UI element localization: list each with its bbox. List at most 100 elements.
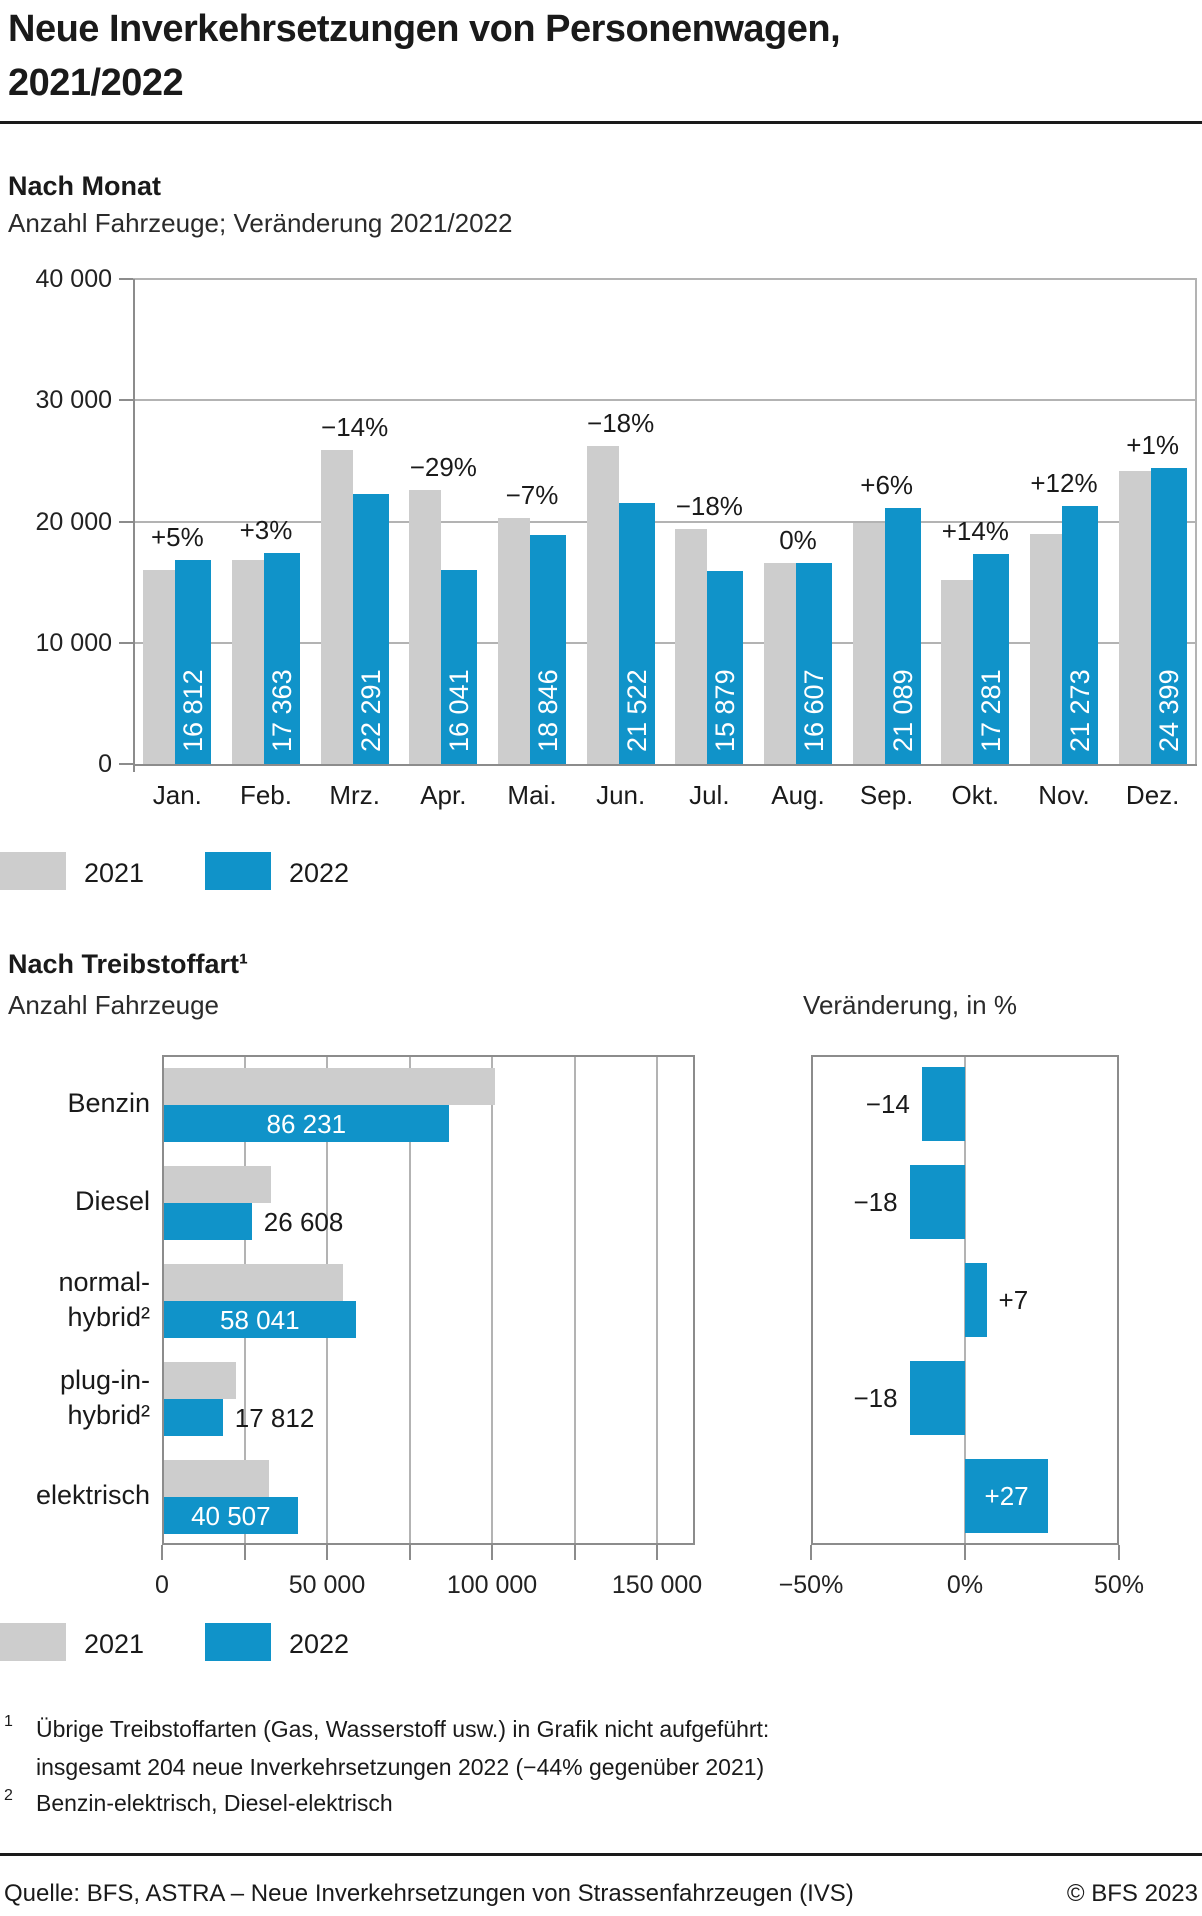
page-title-line1: Neue Inverkehrsetzungen von Personenwage… (8, 8, 841, 50)
bar-value-label: 40 507 (191, 1501, 271, 1531)
change-label: −18% (587, 407, 655, 438)
bar-change (921, 1067, 965, 1141)
gridline (408, 1055, 411, 1545)
plot-border (162, 1055, 695, 1545)
bar-2021 (941, 580, 974, 764)
change-label: −18% (675, 491, 743, 522)
bar-value-label: 58 041 (220, 1305, 300, 1335)
x-tick-label: 0% (946, 1571, 984, 1599)
bar-2022 (618, 503, 655, 764)
bar-2022 (441, 569, 478, 764)
gridline (573, 1055, 576, 1545)
change-label: +5% (150, 522, 204, 553)
bar-value-label: 86 231 (266, 1109, 347, 1139)
bar-2021 (764, 562, 796, 764)
bar-value-label: +7 (998, 1285, 1029, 1315)
section-fuel-heading: Nach Treibstoffart¹ (8, 949, 249, 979)
footer-source: Quelle: BFS, ASTRA – Neue Inverkehrsetzu… (4, 1880, 854, 1907)
bar-value-label: +27 (984, 1481, 1029, 1511)
x-category-label: Mai. (507, 780, 557, 810)
bar-value-label: 16 607 (799, 669, 829, 752)
gridline (491, 1055, 493, 1545)
change-label: +12% (1030, 468, 1098, 499)
section-fuel-subtitle-left: Anzahl Fahrzeuge (8, 990, 220, 1020)
x-axis-tick (964, 1545, 966, 1560)
y-tick-label: 0 (98, 750, 112, 778)
bar-2022 (164, 1203, 252, 1240)
bar-2022 (164, 1497, 298, 1534)
bar-value-label: 26 608 (263, 1207, 344, 1237)
gridline (133, 641, 1197, 644)
bar-value-label: −18 (853, 1187, 898, 1217)
footnote-2-line1: Benzin-elektrisch, Diesel-elektrisch (36, 1790, 393, 1816)
x-axis-tick (810, 1545, 812, 1560)
bar-2021 (498, 518, 530, 764)
y-tick-label: 30 000 (35, 386, 112, 415)
x-tick-label: −50% (778, 1571, 844, 1599)
footnote-1-line2: insgesamt 204 neue Inverkehrsetzungen 20… (36, 1754, 765, 1780)
legend-swatch-2022 (205, 852, 271, 890)
bar-2021 (232, 559, 264, 764)
footer-copyright: © BFS 2023 (1066, 1880, 1198, 1907)
footer-divider (0, 1853, 1202, 1856)
x-axis-tick (1118, 1545, 1120, 1560)
x-category-label: Feb. (239, 780, 292, 810)
row-category-label: Diesel (74, 1186, 150, 1217)
bar-2022 (707, 571, 744, 764)
x-category-label: Sep. (859, 780, 914, 810)
change-label: −7% (505, 480, 559, 511)
row-category-label: elektrisch (35, 1480, 150, 1511)
x-tick-label: 50% (1093, 1571, 1145, 1599)
bar-2022 (1062, 506, 1098, 764)
bar-2022 (175, 560, 212, 764)
bar-2021 (675, 529, 708, 764)
gridline (133, 520, 1197, 523)
plot-right-border (1195, 279, 1197, 764)
x-category-label: Nov. (1038, 780, 1090, 810)
bar-2021 (586, 445, 619, 764)
x-axis-tick (243, 1545, 246, 1560)
legend-label-2021: 2021 (84, 858, 145, 888)
bar-2022 (264, 553, 300, 764)
bar-value-label: 15 879 (710, 669, 741, 752)
bar-2021 (852, 522, 885, 764)
legend2-label-2021: 2021 (84, 1629, 145, 1659)
change-label: −29% (409, 452, 477, 483)
bar-value-label: 21 273 (1065, 669, 1095, 752)
legend2-swatch-2022 (205, 1623, 271, 1661)
change-label: −14% (321, 411, 389, 442)
bar-change (909, 1361, 965, 1435)
x-tick-label: 0 (155, 1571, 169, 1599)
x-axis-tick (656, 1545, 658, 1560)
change-label: +6% (860, 470, 914, 501)
bar-value-label: 24 399 (1153, 669, 1184, 752)
x-axis-tick (573, 1545, 576, 1560)
section-month-heading: Nach Monat (8, 171, 162, 201)
gridline (133, 399, 1197, 402)
row-category-label: Benzin (67, 1088, 150, 1119)
x-category-label: Dez. (1125, 780, 1180, 810)
legend-label-2022: 2022 (289, 858, 350, 888)
x-tick-label: 50 000 (288, 1571, 366, 1599)
x-tick-label: 150 000 (611, 1571, 703, 1599)
change-label: +3% (239, 515, 293, 546)
section-month-subtitle: Anzahl Fahrzeuge; Veränderung 2021/2022 (8, 208, 513, 238)
y-axis-tick (119, 763, 133, 765)
gridline (656, 1055, 658, 1545)
bar-2022 (352, 493, 389, 764)
bar-change (909, 1165, 965, 1239)
y-tick-label: 40 000 (35, 265, 112, 293)
y-axis-tick (119, 278, 133, 280)
bar-value-label: −14 (865, 1089, 910, 1119)
y-tick-label: 10 000 (35, 628, 112, 657)
change-label: +14% (941, 516, 1009, 547)
bar-value-label: 21 089 (887, 669, 918, 752)
bar-change (965, 1459, 1049, 1533)
x-category-label: Okt. (951, 780, 1000, 810)
bar-value-label: 17 281 (976, 669, 1007, 752)
bar-value-label: 21 522 (621, 669, 652, 752)
bar-value-label: 22 291 (355, 669, 386, 752)
bar-value-label: 17 363 (267, 669, 297, 752)
row-category-label: normal- hybrid² (58, 1266, 150, 1332)
